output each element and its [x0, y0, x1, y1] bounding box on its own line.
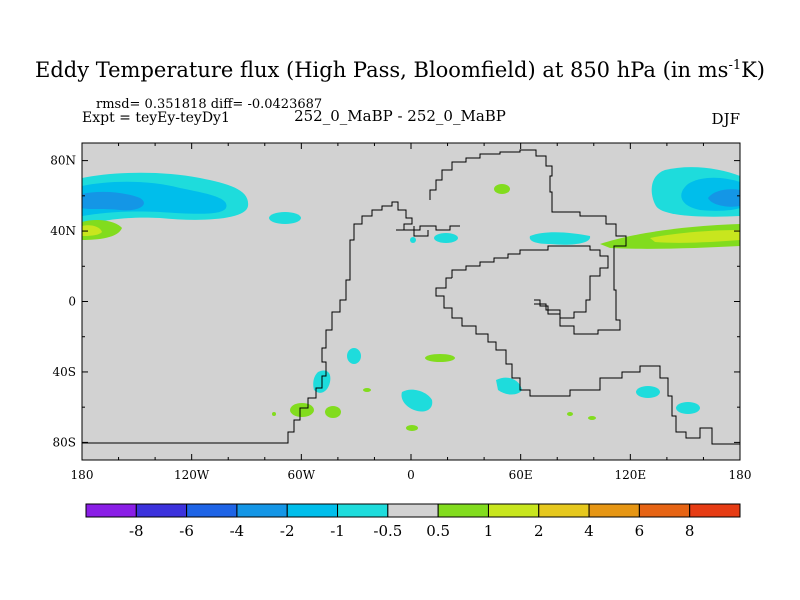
- colorbar-box: [135, 503, 188, 518]
- colorbar-label: -8: [129, 522, 144, 540]
- season-label: DJF: [711, 110, 740, 128]
- field-satl-green-2: [363, 388, 371, 392]
- x-tick-label: 120W: [174, 468, 210, 482]
- colorbar-label: -0.5: [373, 522, 402, 540]
- field-npac-east-blue: [708, 189, 740, 207]
- field-spac-cyan: [676, 402, 700, 414]
- x-tick-label: 60E: [509, 468, 533, 482]
- chart-title-end: K): [741, 58, 765, 82]
- chart-title: Eddy Temperature flux (High Pass, Bloomf…: [0, 58, 800, 82]
- field-satl-green: [425, 354, 455, 362]
- stats-line: rmsd= 0.351818 diff= -0.0423687: [96, 97, 323, 112]
- y-tick-label: 40N: [50, 224, 76, 238]
- colorbar-label: 6: [635, 522, 645, 540]
- field-satl-green-3: [406, 425, 418, 431]
- field-asia-green: [494, 184, 510, 194]
- field-sio-cyan-2: [636, 386, 660, 398]
- colorbar-box: [186, 503, 238, 518]
- field-sio-green: [567, 412, 573, 416]
- colorbar-label: -6: [179, 522, 194, 540]
- y-tick-label: 80N: [50, 154, 76, 168]
- colorbar-box: [487, 503, 540, 518]
- colorbar-box: [85, 503, 137, 518]
- colorbar-label: 2: [534, 522, 544, 540]
- colorbar-label: -1: [330, 522, 345, 540]
- coastline-central-south: [435, 277, 740, 445]
- experiment-label: Expt = teyEy-teyDy1: [82, 110, 230, 126]
- x-tick-label: 180: [71, 468, 94, 482]
- field-sio-cyan: [496, 377, 522, 395]
- y-tick-label: 80S: [53, 435, 77, 449]
- coastline-central-continent: [396, 225, 460, 231]
- colorbar-label: 0.5: [426, 522, 450, 540]
- field-spac-green-2: [325, 406, 341, 418]
- field-spac-green: [290, 403, 314, 417]
- x-tick-label: 120E: [614, 468, 646, 482]
- colorbar-box: [689, 503, 741, 518]
- field-epac-cyan: [269, 212, 301, 224]
- colorbar-box: [236, 503, 288, 518]
- field-atl-cyan: [434, 233, 458, 243]
- colorbar-label: 4: [584, 522, 594, 540]
- colorbar-box: [638, 503, 691, 518]
- colorbar-label: -2: [280, 522, 295, 540]
- field-sio-green-2: [588, 416, 596, 420]
- field-atl-cyan-2: [410, 237, 416, 243]
- chart-title-superscript: -1: [728, 58, 742, 73]
- field-sam-cyan: [347, 348, 361, 364]
- colorbar: -8 -6 -4 -2 -1 -0.5 0.5 1 2 4 6 8: [85, 503, 741, 540]
- x-tick-label: 0: [407, 468, 415, 482]
- colorbar-box: [588, 503, 640, 518]
- field-satl-cyan: [401, 389, 433, 412]
- field-asia-cyan: [529, 232, 591, 245]
- colorbar-box: [538, 503, 590, 518]
- field-npac-east-yellow: [650, 230, 740, 243]
- case-label: 252_0_MaBP - 252_0_MaBP: [294, 107, 506, 125]
- colorbar-box: [337, 503, 389, 518]
- coastlines: [82, 149, 740, 460]
- coastline-west-continent: [82, 201, 413, 444]
- chart-title-text: Eddy Temperature flux (High Pass, Bloomf…: [34, 58, 729, 82]
- y-tick-label: 40S: [53, 365, 77, 379]
- coastline-north-block: [429, 149, 627, 335]
- colorbar-label: 8: [685, 522, 695, 540]
- coastline-small-island: [413, 226, 429, 237]
- coastline-inner-basin: [451, 245, 609, 319]
- x-tick-label: 180: [729, 468, 752, 482]
- colorbar-label: 1: [484, 522, 494, 540]
- x-tick-label: 60W: [288, 468, 316, 482]
- field-pac-green-small: [272, 412, 276, 416]
- colorbar-box: [286, 503, 339, 518]
- axes: 180 120W 60W 0 60E 120E 180 80N 40N 0 40S 80S: [50, 143, 751, 482]
- field-npac-west-blue: [82, 191, 144, 211]
- colorbar-box: [387, 503, 439, 518]
- colorbar-box: [437, 503, 489, 518]
- field-npac-west-yellow: [82, 225, 102, 236]
- contour-fields: [82, 167, 740, 431]
- y-tick-label: 0: [68, 295, 76, 309]
- colorbar-label: -4: [230, 522, 245, 540]
